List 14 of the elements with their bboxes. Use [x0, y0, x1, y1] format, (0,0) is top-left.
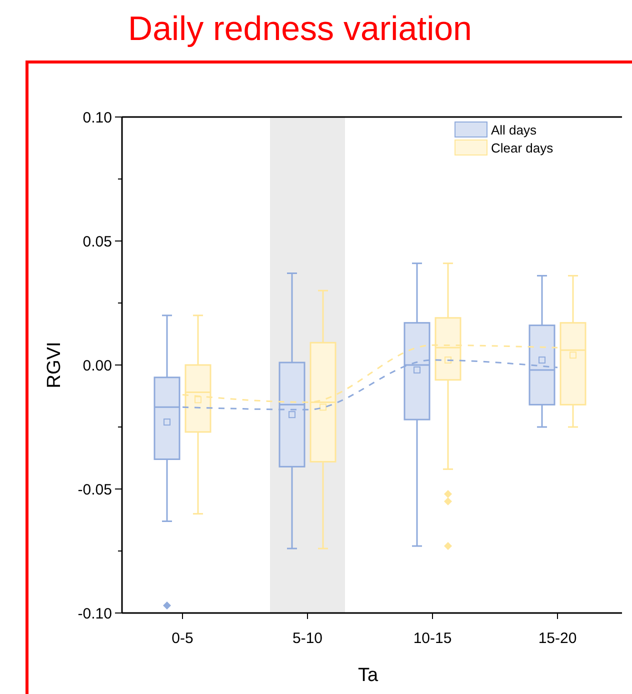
y-tick-label: 0.05 [82, 233, 112, 250]
x-tick-label: 5-10 [292, 630, 323, 647]
x-tick-label: 10-15 [413, 630, 452, 647]
x-tick-label: 15-20 [538, 630, 577, 647]
y-tick-label: -0.10 [78, 605, 112, 622]
y-tick-label: 0.10 [82, 109, 112, 126]
legend-label: All days [491, 122, 538, 138]
x-tick-label: 0-5 [172, 630, 194, 647]
y-axis-title: RGVI [44, 342, 65, 388]
x-axis-title: Ta [358, 665, 378, 686]
y-tick-label: 0.00 [82, 357, 112, 374]
legend-label: Clear days [491, 140, 554, 156]
y-tick-label: -0.05 [78, 481, 112, 498]
chart-title: Daily redness variation [128, 10, 472, 48]
